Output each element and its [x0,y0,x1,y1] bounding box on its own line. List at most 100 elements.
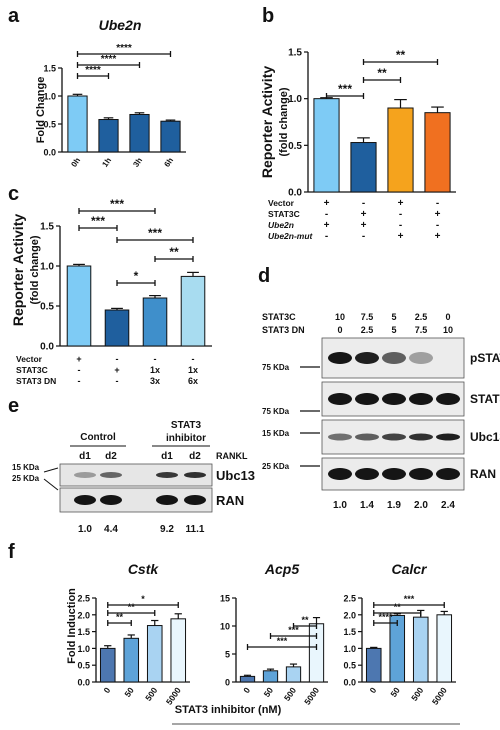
panel-d-band-label: STAT3 [470,392,500,406]
panel-e-band [100,495,122,505]
panel-d-marker-label: 75 KDa [262,363,290,372]
panel-c-ylabel: Reporter Activity [10,214,26,327]
panel-c-row-sign: 1x [150,365,160,375]
panel-e-lane-label: d1 [161,451,173,462]
panel-b-row-sign: - [436,198,439,209]
panel-f-chart-2-bar [262,670,279,683]
panel-letter-c: c [8,183,19,205]
panel-f-chart-3-bar [365,647,382,683]
panel-d-band-label: Ubc13 [470,430,500,444]
panel-f-chart-3-y-tick-label: 1.5 [343,627,356,637]
panel-d-band [409,393,433,405]
panel-f-chart-2-y-tick-label: 10 [220,622,230,632]
panel-f-chart-1-sig-label: ** [128,602,136,612]
panel-e-control-label: Control [80,432,116,443]
panel-e-band [74,495,96,505]
panel-d-band [382,433,406,441]
panel-a-y-tick-label: 1.5 [43,64,56,74]
panel-c-bar [142,297,168,347]
panel-c-row-sign: - [78,365,81,375]
panel-f-chart-2-y-tick-label: 5 [225,650,230,660]
panel-d-band-label: RAN [470,467,496,481]
panel-d-marker-label: 15 KDa [262,429,290,438]
panel-b-row-label: Ube2n-mut [268,231,314,241]
panel-d-quant-value: 2.0 [414,500,428,511]
panel-f-chart-2-sig-label: *** [288,625,299,635]
panel-d-marker-label: 75 KDa [262,407,290,416]
panel-e-band-label: Ubc13 [216,468,255,483]
panel-f-chart-1-y-tick-label: 2.5 [77,594,90,604]
panel-a-sig-label: **** [116,43,132,54]
panel-b-sig-label: ** [396,48,406,62]
panel-f-chart-2-sig-label: *** [277,636,288,646]
panel-e-band [74,472,96,478]
panel-d-quant-value: 1.9 [387,500,401,511]
panel-f-chart-3-bar [412,616,429,683]
panel-d-stat3dn-label: STAT3 DN [262,325,305,335]
panel-e-inhibitor-label1: STAT3 [171,420,202,431]
panel-b-row-sign: - [399,220,402,231]
panel-d-band [382,468,406,480]
panel-d-band [409,433,433,441]
panel-f-chart-3-sig-label: *** [404,594,415,604]
panel-c-sig-label: *** [110,197,124,211]
panel-f-xlabel: STAT3 inhibitor (nM) [175,704,282,716]
panel-a-y-tick-label: 0.5 [43,120,56,130]
panel-e-band [184,495,206,505]
panel-c-y-tick-label: 1.0 [40,262,54,273]
panel-c-row-sign: 1x [188,365,198,375]
panel-b-bar [387,107,414,193]
panel-e-quant-value: 9.2 [160,524,174,535]
panel-e-marker-line [43,478,59,491]
panel-e-band [156,472,178,478]
panel-c-row-sign: 3x [150,376,160,386]
panel-d-stat3dn-value: 2.5 [361,325,374,335]
panel-d-stat3c-label: STAT3C [262,312,296,322]
panel-e-quant-value: 1.0 [78,524,92,535]
panel-a-bar [67,95,88,153]
panel-f-chart-1-y-tick-label: 0.5 [77,661,90,671]
panel-f-x-tick-label: 5000 [430,685,449,706]
panel-b-row-sign: + [435,209,441,220]
panel-c-sig-label: ** [169,245,179,259]
panel-f-x-tick-label: 0 [101,685,112,695]
panel-a-bar [129,113,150,153]
panel-d-band [382,352,406,364]
panel-f-x-tick-label: 50 [388,685,402,699]
panel-b-sig-label: *** [338,82,352,96]
panel-f-chart-3-y-tick-label: 2.5 [343,594,356,604]
panel-f-chart-3-y-tick-label: 0.5 [343,661,356,671]
panel-b-row-sign: + [435,231,441,242]
panel-b-bar [424,112,451,193]
panel-f-chart-3-y-tick-label: 2.0 [343,610,356,620]
panel-e-band-label: RAN [216,493,244,508]
panel-c-sig-label: * [134,269,139,283]
panel-b-y-tick-label: 1.5 [288,48,302,59]
panel-a-title: Ube2n [99,17,142,33]
panel-e-blot: Control STAT3 inhibitor RANKL d1 d2 d1 d2 Ub… [12,420,255,535]
panel-a-sig-label: **** [101,54,117,65]
panel-b-y-tick-label: 0.0 [288,188,302,199]
panel-c-bar [180,275,206,347]
panel-f-ylabel: Fold Induction [66,588,78,664]
panel-b-row-label: Ube2n [268,220,294,230]
panel-e-marker-line [43,467,59,473]
panel-c-bar [104,309,130,347]
panel-f-chart-3-y-tick-label: 0.0 [343,678,356,688]
panel-d-band [436,433,460,441]
panel-d-stat3dn-value: 0 [337,325,342,335]
panel-b-ylabel: Reporter Activity [259,66,275,179]
panel-b-row-label: Vector [268,198,295,208]
panel-e-blot-strip [59,463,213,487]
panel-a-bar [98,119,119,153]
panel-b-row-sign: + [361,209,367,220]
panel-c-row-sign: 6x [188,376,198,386]
panel-f-chart-title: Cstk [128,561,160,577]
panel-d-band [355,468,379,480]
panel-a-ylabel: Fold Change [35,77,47,144]
panel-c-row-sign: - [192,354,195,364]
panel-d-stat3dn-value: 7.5 [415,325,428,335]
panel-b-chart: Reporter Activity (fold change) 0.0 0.5 1.… [259,48,456,242]
panel-c-sig-label: *** [148,226,162,240]
